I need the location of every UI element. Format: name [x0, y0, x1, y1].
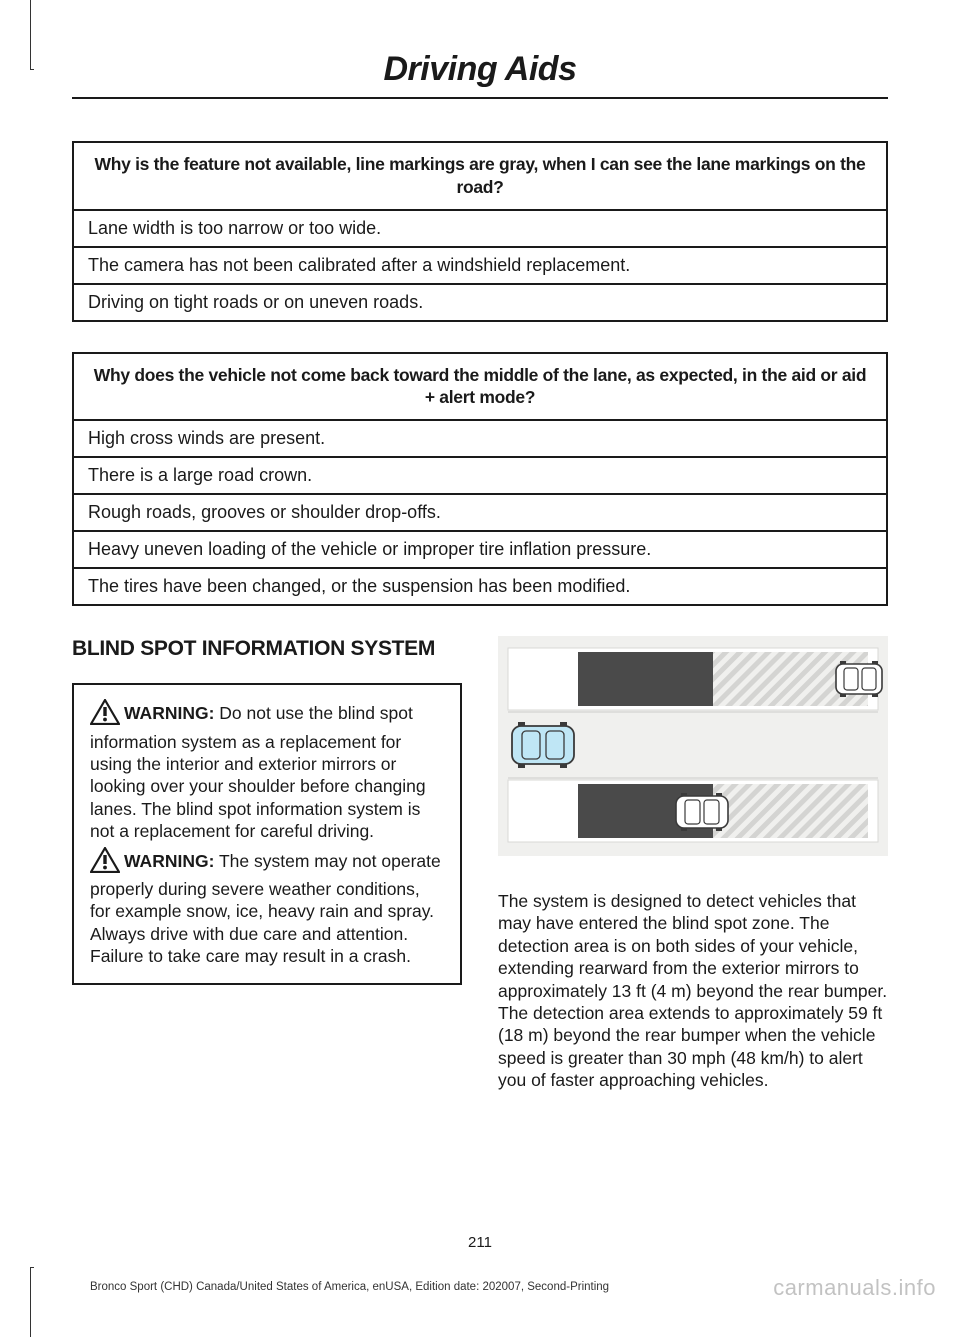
warning-triangle-icon — [90, 699, 120, 730]
blind-spot-diagram — [498, 636, 888, 856]
table-row: Lane width is too narrow or too wide. — [73, 210, 887, 247]
warning-paragraph: WARNING: The system may not operate prop… — [90, 847, 444, 968]
warning-triangle-icon — [90, 847, 120, 878]
chapter-rule — [72, 97, 888, 99]
section-heading: BLIND SPOT INFORMATION SYSTEM — [72, 636, 462, 661]
table-row: High cross winds are present. — [73, 420, 887, 457]
qa-table-1-header: Why is the feature not available, line m… — [73, 142, 887, 210]
table-row: There is a large road crown. — [73, 457, 887, 494]
qa-table-2-header: Why does the vehicle not come back towar… — [73, 353, 887, 421]
body-paragraph: The system is designed to detect vehicle… — [498, 890, 888, 1092]
two-column-layout: BLIND SPOT INFORMATION SYSTEM WARNING: D… — [72, 636, 888, 1092]
warning-label: WARNING: — [124, 703, 214, 723]
warning-label: WARNING: — [124, 851, 214, 871]
warning-paragraph: WARNING: Do not use the blind spot infor… — [90, 699, 444, 842]
watermark: carmanuals.info — [773, 1275, 936, 1301]
page-content: Driving Aids Why is the feature not avai… — [0, 0, 960, 1092]
page-number: 211 — [0, 1234, 960, 1251]
qa-table-2: Why does the vehicle not come back towar… — [72, 352, 888, 607]
table-row: Heavy uneven loading of the vehicle or i… — [73, 531, 887, 568]
table-row: Rough roads, grooves or shoulder drop-of… — [73, 494, 887, 531]
footer-text: Bronco Sport (CHD) Canada/United States … — [90, 1281, 609, 1293]
right-column: The system is designed to detect vehicle… — [498, 636, 888, 1092]
chapter-title: Driving Aids — [72, 50, 888, 89]
qa-table-1: Why is the feature not available, line m… — [72, 141, 888, 322]
table-row: Driving on tight roads or on uneven road… — [73, 284, 887, 321]
table-row: The tires have been changed, or the susp… — [73, 568, 887, 605]
left-column: BLIND SPOT INFORMATION SYSTEM WARNING: D… — [72, 636, 462, 1092]
warning-text: Do not use the blind spot information sy… — [90, 703, 426, 841]
table-row: The camera has not been calibrated after… — [73, 247, 887, 284]
warning-box: WARNING: Do not use the blind spot infor… — [72, 683, 462, 985]
